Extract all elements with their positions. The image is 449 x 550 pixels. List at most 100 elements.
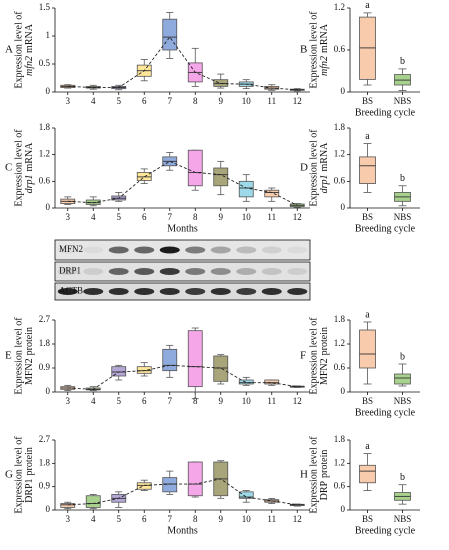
y-axis-label: drp1 mRNA — [319, 142, 330, 194]
y-label-unit: protein — [24, 447, 35, 475]
y-axis-label: Expression level of — [308, 317, 319, 395]
panel-letter: C — [5, 162, 12, 174]
y-label-unit: mRNA — [24, 23, 35, 53]
panel-letter: A — [5, 44, 13, 56]
y-axis-label: drp1 mRNA — [24, 142, 35, 194]
panel: H Expression level of DRP protein 0 0.6 1.2 1.8… — [300, 434, 420, 536]
x-axis-label: Breeding cycle — [355, 525, 416, 536]
box — [264, 189, 280, 198]
panel: F Expression level of MFN2 protein 0 0.6 1.2 1.… — [300, 309, 420, 418]
x-tick-label: 4 — [91, 514, 96, 524]
x-tick-label: 5 — [117, 514, 122, 524]
y-label-gene: DRP1 — [24, 478, 35, 502]
y-axis-label: DRP1 protein — [24, 447, 35, 503]
y-axis-label: Expression level of — [308, 436, 319, 514]
y-axis-label: MFN2 protein — [319, 327, 330, 385]
y-label-gene: drp1 — [24, 175, 35, 194]
x-tick-label: 10 — [242, 396, 252, 406]
blot-band — [210, 268, 231, 275]
y-tick-label: 0 — [341, 86, 346, 96]
x-tick-label: 7 — [168, 96, 173, 106]
significance-letter: a — [365, 309, 370, 320]
y-tick-label: 1.8 — [39, 457, 51, 467]
x-axis-label: Breeding cycle — [355, 107, 416, 118]
y-tick-label: 1.5 — [39, 2, 51, 12]
blot-band — [57, 288, 78, 295]
blot-band — [83, 288, 104, 295]
blot-band — [108, 288, 129, 295]
x-tick-label: 9 — [219, 514, 224, 524]
blot-band — [287, 288, 308, 295]
y-tick-label: 2.7 — [39, 434, 51, 444]
blot-band — [134, 288, 155, 295]
y-label-gene: MFN2 — [24, 358, 35, 385]
box — [264, 379, 280, 385]
blot-band — [134, 268, 155, 275]
x-tick-label: 4 — [91, 96, 96, 106]
y-tick-label: 0 — [46, 386, 51, 396]
y-axis-label: Expression level of — [308, 11, 319, 89]
x-tick-label: 8 — [193, 96, 198, 106]
y-label-unit: protein — [319, 450, 330, 478]
box — [187, 149, 203, 187]
blot-band — [210, 288, 231, 295]
y-tick-label: 1.2 — [39, 149, 50, 159]
x-axis-label: Breeding cycle — [355, 407, 416, 418]
panel-letter: D — [300, 162, 308, 174]
y-axis-label: Expression level of — [13, 129, 24, 207]
trend-line — [67, 364, 298, 390]
box — [359, 464, 376, 484]
box — [187, 330, 203, 388]
x-tick-label: NBS — [394, 96, 412, 106]
box — [187, 461, 203, 497]
y-axis-label: mfn2 mRNA — [24, 23, 35, 76]
y-label-unit: mRNA — [319, 142, 330, 172]
blot-band — [236, 246, 257, 254]
panel: D Expression level of drp1 mRNA 0 0.6 1.2 1.8 Br… — [300, 122, 420, 234]
panel-letter: H — [300, 469, 308, 481]
box — [359, 156, 376, 184]
blot-band — [159, 246, 180, 254]
panel: B Expression level of mfn2 mRNA 0 0.6 1.2 Breed… — [300, 0, 420, 118]
x-axis-label: Breeding cycle — [355, 223, 416, 234]
y-tick-label: 0.5 — [39, 58, 51, 68]
box — [136, 482, 152, 490]
x-tick-label: 4 — [91, 212, 96, 222]
blot-row — [54, 239, 311, 261]
x-tick-label: NBS — [394, 212, 412, 222]
y-tick-label: 0.6 — [334, 44, 346, 54]
box — [359, 329, 376, 369]
western-blot: MFN2 DRP1 ACTB — [54, 239, 311, 301]
blot-band — [236, 288, 257, 295]
y-tick-label: 0.6 — [334, 175, 346, 185]
box — [238, 379, 254, 385]
significance-letter: a — [365, 441, 370, 452]
blot-row — [54, 282, 311, 301]
blot-band — [134, 246, 155, 254]
panel: C Expression level of drp1 mRNA 0 0.6 1.2 1.8 Mo… — [5, 122, 310, 234]
significance-letter: b — [400, 173, 405, 184]
x-tick-label: BS — [362, 514, 373, 524]
y-tick-label: 0.9 — [39, 362, 51, 372]
x-tick-label: 11 — [267, 212, 276, 222]
x-tick-label: 5 — [117, 212, 122, 222]
box — [60, 503, 76, 508]
x-tick-label: BS — [362, 212, 373, 222]
x-tick-label: 3 — [66, 514, 71, 524]
x-tick-label: 10 — [242, 96, 252, 106]
y-tick-label: 0.6 — [334, 481, 346, 491]
box — [238, 180, 254, 198]
blot-band — [287, 268, 308, 275]
blot-band — [108, 246, 129, 254]
y-tick-label: 1.8 — [39, 122, 51, 132]
blot-band — [57, 268, 78, 275]
x-tick-label: 7 — [168, 212, 173, 222]
blot-band — [108, 268, 129, 275]
blot-band — [185, 288, 206, 295]
x-tick-label: 5 — [117, 396, 122, 406]
blot-label: DRP1 — [59, 266, 81, 276]
x-tick-label: 5 — [117, 96, 122, 106]
blot-band — [287, 246, 308, 254]
x-tick-label: BS — [362, 96, 373, 106]
significance-letter: b — [400, 351, 405, 362]
